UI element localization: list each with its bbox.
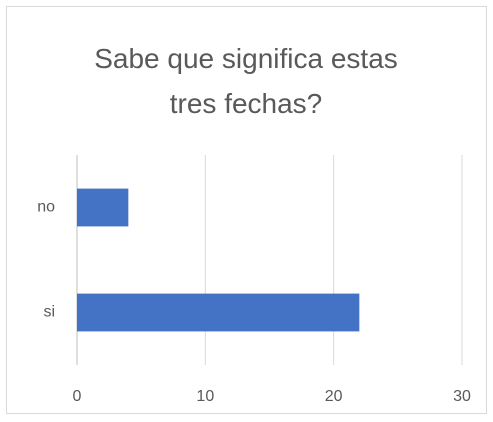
chart-frame <box>6 6 487 414</box>
bar <box>77 293 360 332</box>
y-tick-label: no <box>37 199 55 216</box>
y-tick-label: si <box>43 304 55 321</box>
bar <box>77 188 129 227</box>
x-tick-label: 10 <box>196 388 214 405</box>
x-tick-label: 20 <box>325 388 343 405</box>
x-tick-label: 0 <box>73 388 82 405</box>
x-tick-label: 30 <box>453 388 471 405</box>
chart-title: Sabe que significa estas tres fechas? <box>94 43 398 119</box>
